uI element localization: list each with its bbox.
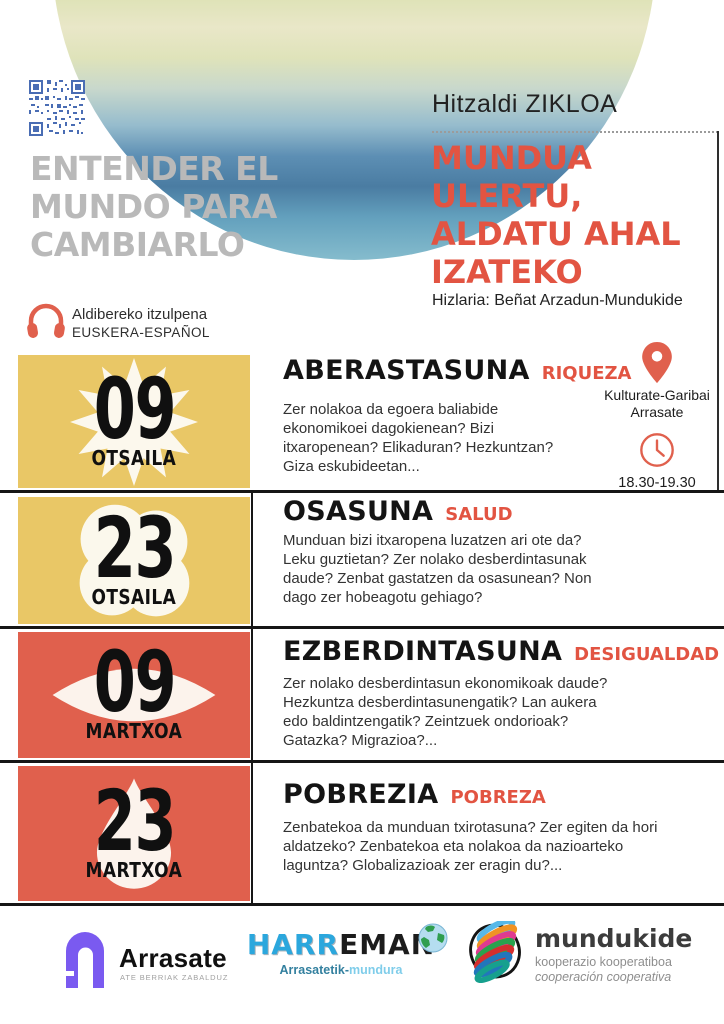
body-line: ekonomikoei dagokienean? Bizi (283, 420, 494, 437)
session-day: 23 (93, 498, 176, 597)
date-block-session-1: 09 OTSAILA (18, 355, 250, 488)
speaker-line: Hizlaria: Beñat Arzadun-Mundukide (432, 292, 683, 309)
session-title-es: RIQUEZA (541, 363, 632, 384)
body-line: Leku guztietan? Zer nolako desberdintasu… (283, 551, 587, 568)
session-title-eu: OSASUNA (283, 496, 434, 527)
row-divider (0, 903, 724, 906)
dotted-divider (432, 131, 718, 133)
mundukide-logo: mundukide kooperazio kooperatiboa cooper… (467, 918, 717, 1001)
session-month: MARTXOA (85, 857, 183, 882)
harreman-tagline-light: mundura (349, 963, 403, 977)
event-location: Kulturate-Garibai Arrasate (594, 387, 720, 421)
harreman-logo-name: HARREMAN (246, 923, 448, 961)
session-title-es: DESIGUALDAD (574, 644, 720, 665)
translation-note: Aldibereko itzulpena EUSKERA-ESPAÑOL (72, 305, 210, 342)
session-2-title: OSASUNA SALUD (283, 496, 513, 527)
session-title-eu: EZBERDINTASUNA (283, 636, 563, 667)
eye-shape (52, 668, 216, 722)
spanish-title-line: ENTENDER EL (30, 149, 278, 188)
mundukide-logo-name: mundukide (535, 924, 693, 953)
mundukide-tagline-eu: kooperazio kooperatiboa (535, 955, 672, 969)
basque-title-line: ULERTU, (431, 177, 583, 215)
translation-note-text: Aldibereko itzulpena (72, 306, 208, 323)
session-title-es: POBREZA (450, 787, 546, 808)
date-block-session-3: 09 MARTXOA (18, 632, 250, 758)
mundukide-logo-text: mundukide kooperazio kooperatiboa cooper… (535, 926, 692, 985)
harreman-name-blue: HARR (246, 928, 340, 961)
location-line: Kulturate-Garibai (604, 387, 710, 403)
session-day: 09 (93, 359, 176, 458)
headphones-icon (27, 303, 65, 338)
session-day: 09 (93, 633, 176, 731)
body-line: Hezkuntza desberdintasunengatik? Lan auk… (283, 694, 597, 711)
body-line: aldatzeko? Zenbatekoa eta nolakoa da naz… (283, 838, 624, 855)
session-2-body: Munduan bizi itxaropena luzatzen ari ote… (283, 531, 592, 607)
vertical-divider (717, 131, 719, 491)
basque-title-line: ALDATU AHAL (431, 215, 681, 253)
arrasate-logo: Arrasate ATE BERRIAK ZABALDUZ (63, 931, 263, 1001)
session-title-eu: ABERASTASUNA (283, 355, 530, 386)
body-line: daude? Zenbat gastatzen da osasunean? No… (283, 570, 592, 587)
body-line: itxaropenean? Elikaduran? Hezkuntzan? (283, 439, 554, 456)
body-line: Munduan bizi itxaropena luzatzen ari ote… (283, 532, 582, 549)
session-month: OTSAILA (91, 584, 177, 609)
mundukide-tagline-es: cooperación cooperativa (535, 970, 672, 984)
translation-note-languages: EUSKERA-ESPAÑOL (72, 325, 210, 340)
location-line: Arrasate (630, 404, 684, 420)
series-label: Hitzaldi ZIKLOA (432, 90, 618, 118)
harreman-tagline-dark: Arrasatetik- (279, 963, 349, 977)
date-block-session-4: 23 MARTXOA (18, 766, 250, 901)
session-4-body: Zenbatekoa da munduan txirotasuna? Zer e… (283, 818, 657, 875)
session-4-title: POBREZIA POBREZA (283, 779, 546, 810)
event-time: 18.30-19.30 (618, 475, 696, 491)
session-month: MARTXOA (85, 719, 183, 743)
cloud-shape (79, 504, 190, 616)
row-divider (0, 626, 724, 629)
event-info: Kulturate-Garibai Arrasate 18.30-19.30 (594, 341, 720, 491)
body-line: Gatazka? Migrazioa?... (283, 732, 438, 749)
spanish-title: ENTENDER EL MUNDO PARA CAMBIARLO (30, 150, 360, 264)
body-line: Zer nolakoa da egoera baliabide (283, 401, 499, 418)
clock-icon (640, 433, 674, 467)
body-line: Zenbatekoa da munduan txirotasuna? Zer e… (283, 819, 658, 836)
session-1-body: Zer nolakoa da egoera baliabide ekonomik… (283, 400, 553, 476)
globe-icon (418, 923, 448, 953)
row-divider (0, 760, 724, 763)
session-day: 23 (93, 771, 176, 870)
arch-door-icon (65, 932, 104, 988)
session-3-body: Zer nolako desberdintasun ekonomikoak da… (283, 674, 607, 750)
basque-title: MUNDUA ULERTU, ALDATU AHAL IZATEKO (431, 139, 724, 291)
session-title-eu: POBREZIA (283, 779, 439, 810)
harreman-logo-tagline: Arrasatetik-mundura (246, 963, 436, 977)
qr-code-icon (29, 80, 85, 136)
spanish-title-line: MUNDO PARA (30, 187, 277, 226)
body-line: Zer nolako desberdintasun ekonomikoak da… (283, 675, 608, 692)
harreman-name-black: EMAN (339, 928, 436, 961)
session-title-es: SALUD (445, 504, 513, 525)
row-divider (0, 490, 724, 493)
arrasate-logo-name: Arrasate (119, 943, 227, 973)
date-column-divider (251, 493, 253, 903)
body-line: edo baldintzengatik? Zeintzuek ondorioak… (283, 713, 569, 730)
arrasate-logo-tagline: ATE BERRIAK ZABALDUZ (120, 973, 229, 982)
harreman-logo: HARREMAN Arrasatetik-mundura (246, 923, 448, 977)
basque-title-line: MUNDUA (431, 139, 592, 177)
water-drop-shape (96, 777, 172, 889)
body-line: dago zer hobeagotu gehiago? (283, 589, 483, 606)
scribble-globe-icon (469, 918, 521, 984)
sunburst-shape (70, 357, 198, 486)
location-pin-icon (642, 341, 672, 384)
basque-title-line: IZATEKO (431, 253, 583, 291)
body-line: laguntza? Globalizazioak zer eragin du?.… (283, 857, 563, 874)
session-month: OTSAILA (91, 445, 177, 470)
body-line: Giza eskubideetan... (283, 458, 420, 475)
session-1-title: ABERASTASUNA RIQUEZA (283, 355, 632, 386)
date-block-session-2: 23 OTSAILA (18, 497, 250, 624)
session-3-title: EZBERDINTASUNA DESIGUALDAD (283, 636, 719, 667)
spanish-title-line: CAMBIARLO (30, 225, 245, 264)
